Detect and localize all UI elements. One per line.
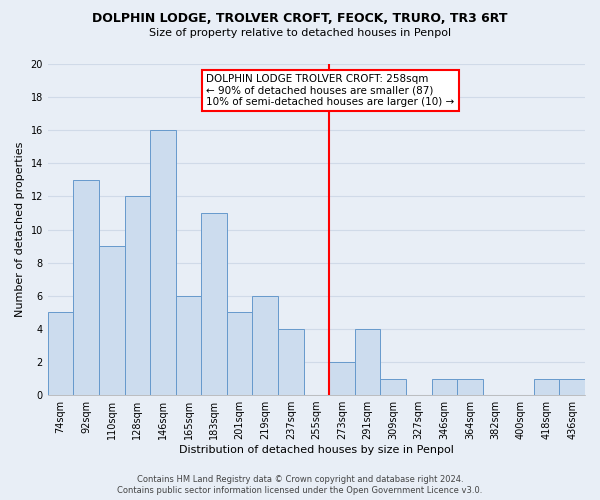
X-axis label: Distribution of detached houses by size in Penpol: Distribution of detached houses by size … [179, 445, 454, 455]
Text: Contains public sector information licensed under the Open Government Licence v3: Contains public sector information licen… [118, 486, 482, 495]
Bar [431, 378, 457, 395]
Bar [278, 329, 304, 395]
Bar [534, 378, 559, 395]
Bar [73, 180, 99, 395]
Bar [227, 312, 253, 395]
Text: DOLPHIN LODGE TROLVER CROFT: 258sqm
← 90% of detached houses are smaller (87)
10: DOLPHIN LODGE TROLVER CROFT: 258sqm ← 90… [206, 74, 455, 107]
Bar [380, 378, 406, 395]
Bar [48, 312, 73, 395]
Bar [99, 246, 125, 395]
Y-axis label: Number of detached properties: Number of detached properties [15, 142, 25, 317]
Bar [201, 213, 227, 395]
Text: DOLPHIN LODGE, TROLVER CROFT, FEOCK, TRURO, TR3 6RT: DOLPHIN LODGE, TROLVER CROFT, FEOCK, TRU… [92, 12, 508, 26]
Bar [355, 329, 380, 395]
Bar [150, 130, 176, 395]
Bar [253, 296, 278, 395]
Text: Size of property relative to detached houses in Penpol: Size of property relative to detached ho… [149, 28, 451, 38]
Bar [176, 296, 201, 395]
Bar [457, 378, 482, 395]
Bar [329, 362, 355, 395]
Bar [125, 196, 150, 395]
Bar [559, 378, 585, 395]
Text: Contains HM Land Registry data © Crown copyright and database right 2024.: Contains HM Land Registry data © Crown c… [137, 474, 463, 484]
